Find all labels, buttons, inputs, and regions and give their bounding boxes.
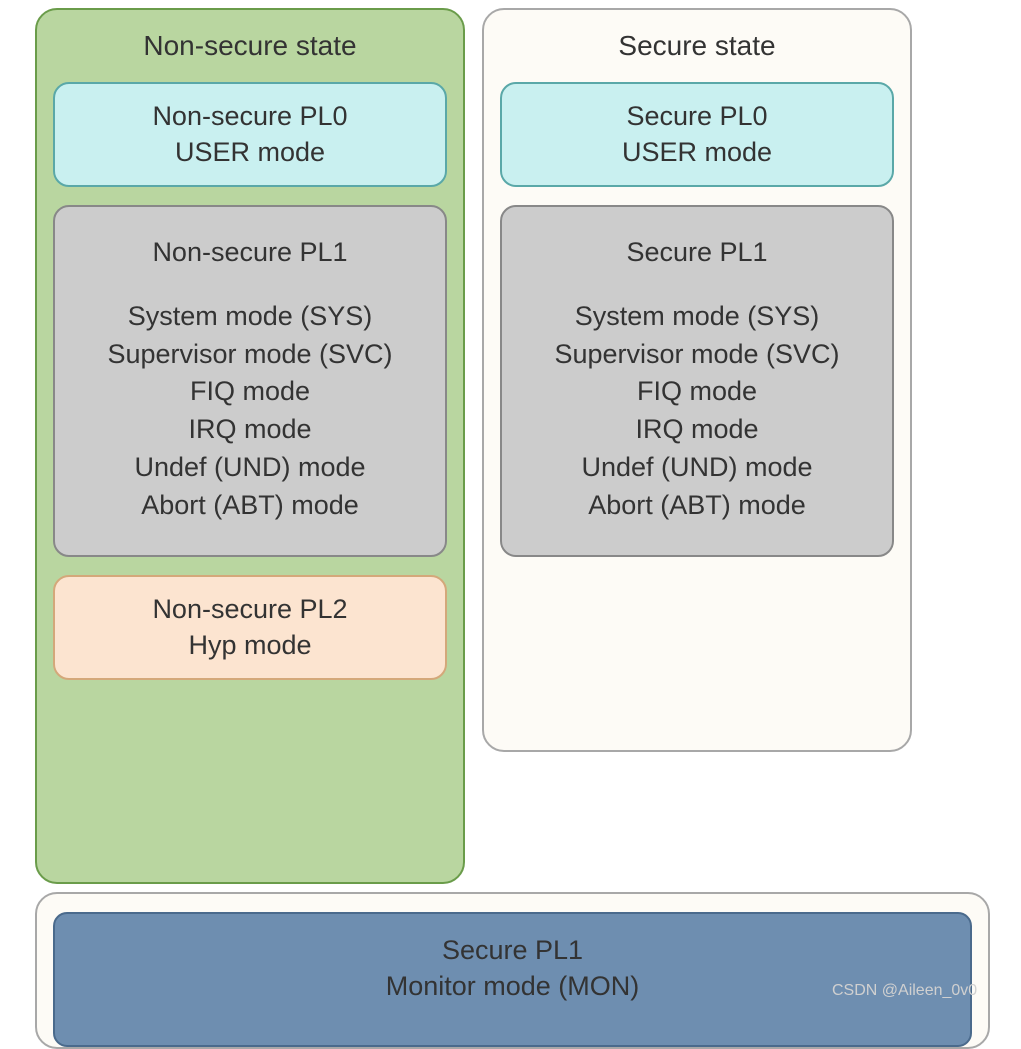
secure-state-box: Secure state Secure PL0 USER mode Secure…	[482, 8, 912, 752]
mode-item: IRQ mode	[65, 411, 435, 449]
mode-item: FIQ mode	[65, 373, 435, 411]
secure-pl0-box: Secure PL0 USER mode	[500, 82, 894, 187]
secure-pl0-line2: USER mode	[512, 134, 882, 170]
mode-item: System mode (SYS)	[512, 298, 882, 336]
mode-item: IRQ mode	[512, 411, 882, 449]
nonsecure-pl2-box: Non-secure PL2 Hyp mode	[53, 575, 447, 680]
nonsecure-pl0-line2: USER mode	[65, 134, 435, 170]
nonsecure-state-box: Non-secure state Non-secure PL0 USER mod…	[35, 8, 465, 884]
nonsecure-pl0-box: Non-secure PL0 USER mode	[53, 82, 447, 187]
diagram-container: Non-secure state Non-secure PL0 USER mod…	[0, 0, 1021, 1004]
monitor-line2: Monitor mode (MON)	[65, 968, 960, 1004]
mode-item: Undef (UND) mode	[65, 449, 435, 487]
secure-pl1-title: Secure PL1	[512, 237, 882, 268]
nonsecure-pl2-line1: Non-secure PL2	[65, 591, 435, 627]
watermark-text: CSDN @Aileen_0v0	[832, 982, 977, 1000]
secure-pl1-modes: System mode (SYS)Supervisor mode (SVC)FI…	[512, 298, 882, 525]
nonsecure-pl0-line1: Non-secure PL0	[65, 98, 435, 134]
nonsecure-pl1-title: Non-secure PL1	[65, 237, 435, 268]
secure-title: Secure state	[500, 30, 894, 62]
mode-item: Abort (ABT) mode	[512, 487, 882, 525]
mode-item: Supervisor mode (SVC)	[65, 336, 435, 374]
secure-pl1-box: Secure PL1 System mode (SYS)Supervisor m…	[500, 205, 894, 557]
mode-item: System mode (SYS)	[65, 298, 435, 336]
mode-item: Supervisor mode (SVC)	[512, 336, 882, 374]
nonsecure-title: Non-secure state	[53, 30, 447, 62]
monitor-line1: Secure PL1	[65, 932, 960, 968]
mode-item: Abort (ABT) mode	[65, 487, 435, 525]
secure-pl0-line1: Secure PL0	[512, 98, 882, 134]
nonsecure-pl1-modes: System mode (SYS)Supervisor mode (SVC)FI…	[65, 298, 435, 525]
monitor-inner-box: Secure PL1 Monitor mode (MON)	[53, 912, 972, 1047]
nonsecure-pl2-line2: Hyp mode	[65, 627, 435, 663]
mode-item: Undef (UND) mode	[512, 449, 882, 487]
monitor-outer-box: Secure PL1 Monitor mode (MON)	[35, 892, 990, 1049]
mode-item: FIQ mode	[512, 373, 882, 411]
nonsecure-pl1-box: Non-secure PL1 System mode (SYS)Supervis…	[53, 205, 447, 557]
